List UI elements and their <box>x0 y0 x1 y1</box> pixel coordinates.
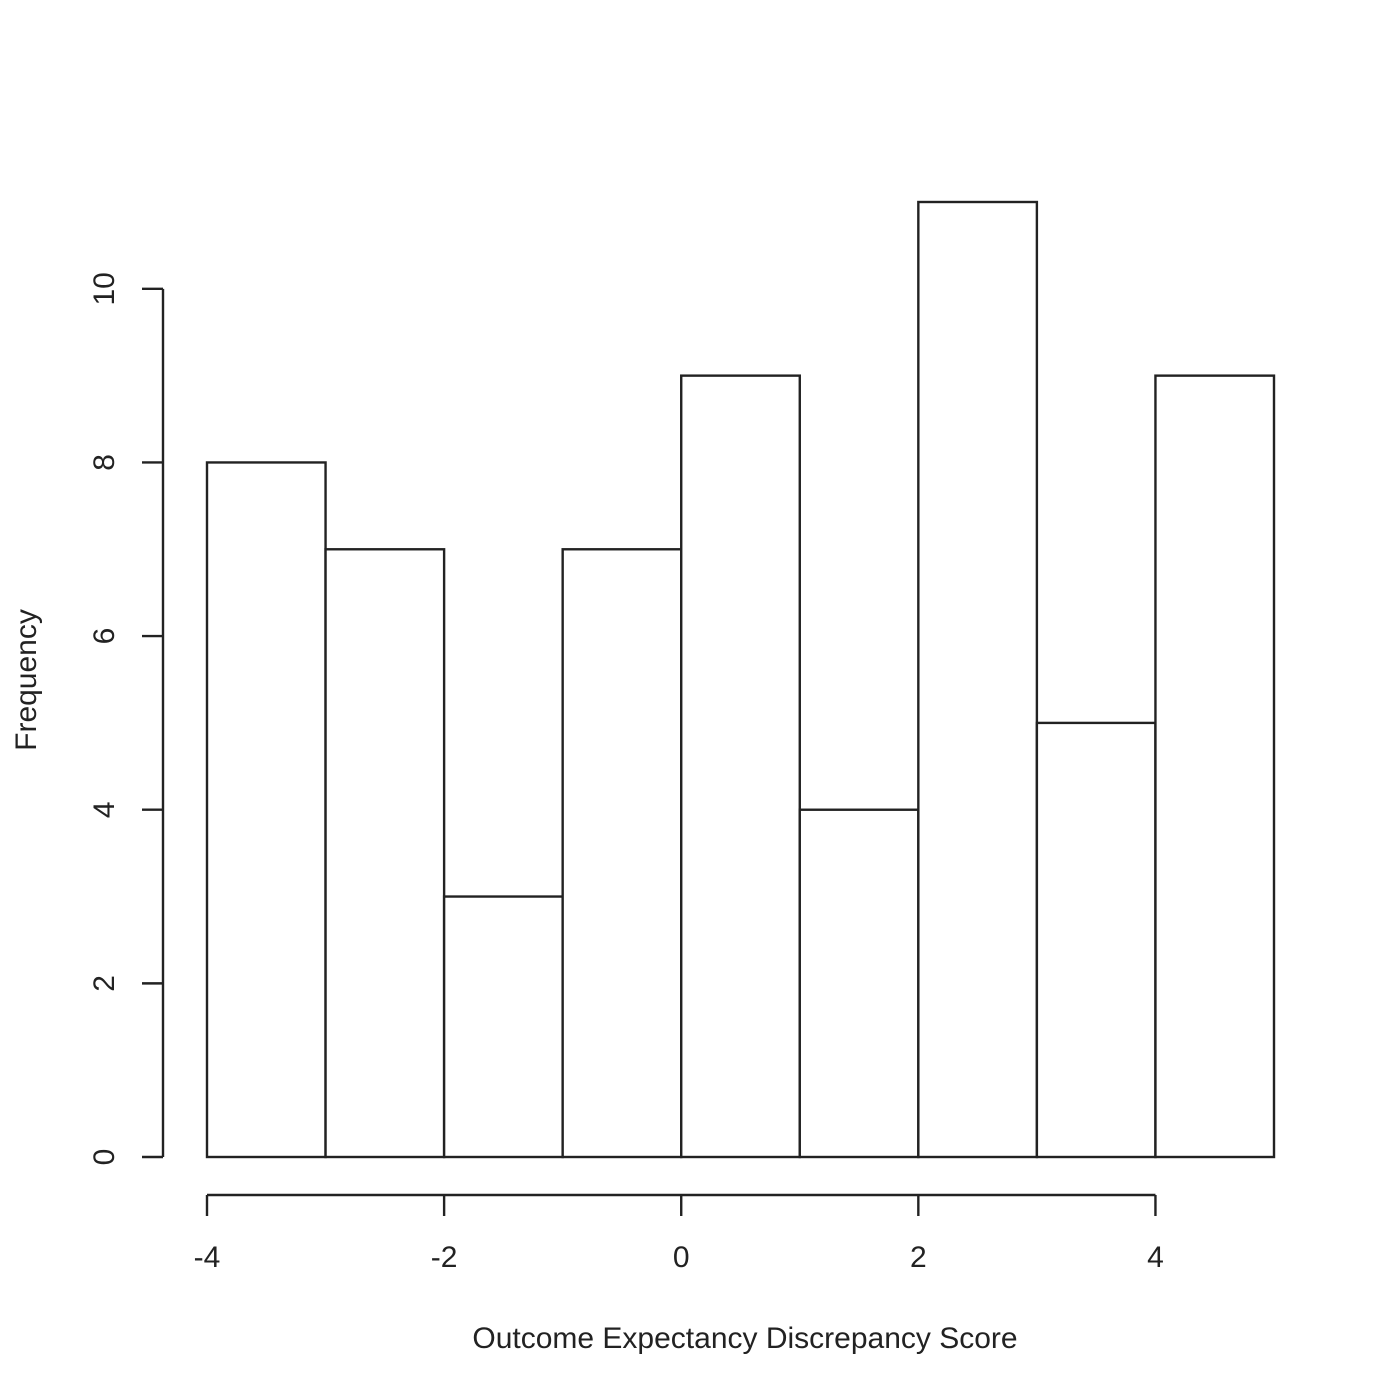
histogram-bar-0 <box>205 461 327 1159</box>
histogram-bar-8 <box>1154 374 1276 1159</box>
histogram-bar-5 <box>798 808 920 1159</box>
histogram-bar-6 <box>917 200 1039 1159</box>
x-tick-label-2: 0 <box>673 1241 690 1274</box>
bars-group <box>205 200 1276 1159</box>
histogram-bar-2 <box>442 895 564 1159</box>
y-tick-label-3: 6 <box>88 628 121 645</box>
x-tick-label-4: 4 <box>1147 1241 1164 1274</box>
y-axis-label: Frequency <box>10 609 43 751</box>
x-tick-label-1: -2 <box>431 1241 458 1274</box>
histogram-bar-1 <box>324 548 446 1159</box>
y-tick-label-5: 10 <box>88 272 121 305</box>
y-tick-label-2: 4 <box>88 801 121 818</box>
histogram-bar-7 <box>1035 721 1157 1159</box>
x-tick-label-3: 2 <box>910 1241 927 1274</box>
x-tick-label-0: -4 <box>194 1241 221 1274</box>
histogram-bar-3 <box>561 548 683 1159</box>
x-axis-label: Outcome Expectancy Discrepancy Score <box>472 1322 1017 1355</box>
y-tick-label-4: 8 <box>88 454 121 471</box>
histogram-bar-4 <box>680 374 801 1159</box>
y-axis: 0 2 4 6 8 10 <box>88 272 165 1166</box>
x-axis: -4 -2 0 2 4 <box>194 1193 1164 1274</box>
y-tick-label-1: 2 <box>88 975 121 992</box>
y-tick-label-0: 0 <box>88 1149 121 1166</box>
